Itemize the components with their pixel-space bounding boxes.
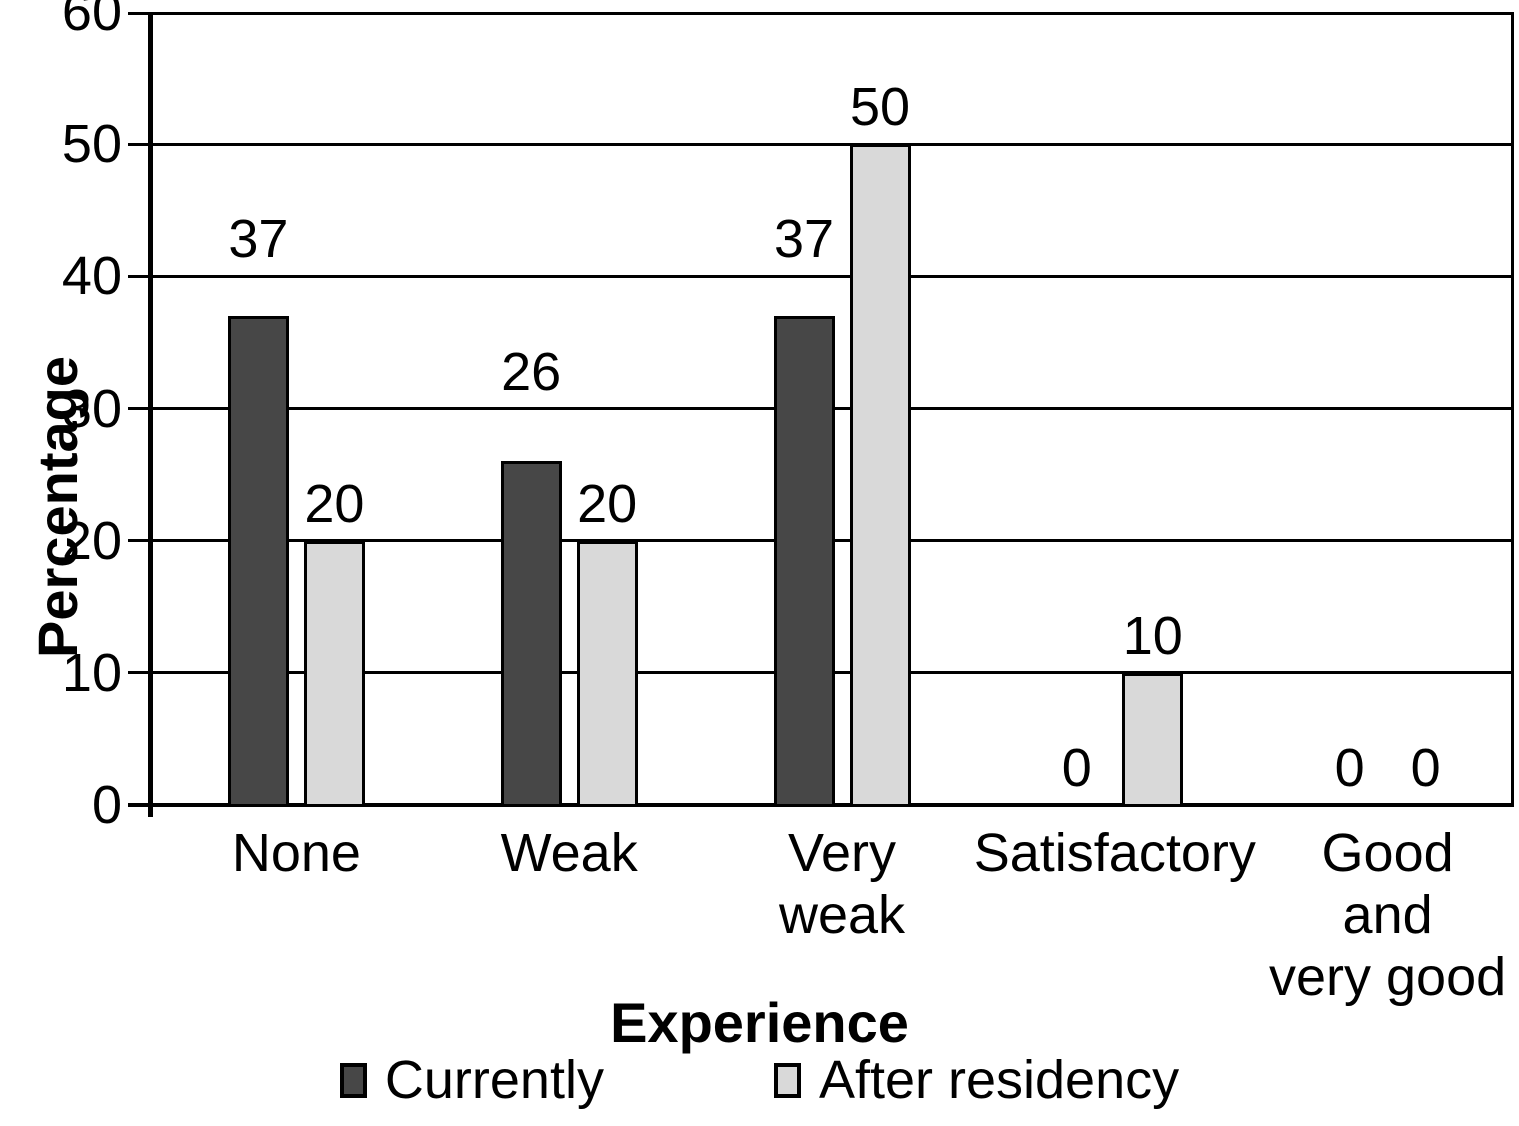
bar-currently-none [227,315,289,807]
legend-label-after-residency: After residency [818,1050,1180,1110]
y-axis-line [148,12,153,817]
y-tick-10 [128,671,150,675]
value-label-currently-very-weak: 37 [773,209,835,270]
bar-after-residency-weak [576,540,638,807]
value-label-currently-weak: 26 [501,341,562,402]
value-label-after-residency-none: 20 [304,473,365,534]
x-axis-title: Experience [610,991,909,1054]
value-label-currently-good-and-very-good: 0 [1334,738,1365,798]
category-label-none: None [231,823,361,883]
legend-item-after-residency: After residency [773,1050,1180,1110]
y-tick-50 [128,142,150,146]
plot-area: 37 26 37 0 0 20 20 50 10 0 [128,12,1514,817]
legend: Currently After residency [0,1050,1519,1110]
gridline-40 [150,274,1514,278]
bar-currently-weak [500,461,562,807]
value-label-after-residency-weak: 20 [577,473,638,534]
gridline-60 [150,12,1514,15]
gridline-50 [150,142,1514,146]
value-label-currently-none: 37 [228,209,289,270]
y-tick-0 [128,803,150,806]
value-label-after-residency-satisfactory: 10 [1122,605,1183,666]
bar-after-residency-satisfactory [1122,672,1184,807]
y-tick-label-40: 40 [61,246,122,307]
legend-swatch-after-residency [773,1062,801,1098]
bar-after-residency-none [303,540,365,807]
y-tick-30 [128,407,150,410]
legend-item-currently: Currently [339,1050,604,1110]
y-tick-20 [128,539,150,543]
y-tick-label-10: 10 [61,642,122,703]
legend-label-currently: Currently [384,1050,604,1110]
y-tick-60 [128,12,150,15]
category-label-good-and-very-good: Good and very good [1269,823,1507,1007]
value-label-after-residency-very-weak: 50 [849,77,911,138]
category-label-satisfactory: Satisfactory [973,823,1256,883]
y-tick-label-20: 20 [61,510,122,571]
y-tick-40 [128,274,150,278]
value-label-currently-satisfactory: 0 [1061,738,1092,798]
legend-swatch-currently [339,1062,367,1098]
y-tick-label-30: 30 [61,378,122,439]
y-tick-label-0: 0 [91,775,122,835]
value-label-after-residency-good-and-very-good: 0 [1410,738,1441,798]
y-tick-label-60: 60 [61,0,122,42]
bar-after-residency-very-weak [849,144,911,807]
y-tick-label-50: 50 [61,114,122,175]
category-label-weak: Weak [500,823,638,883]
bar-currently-very-weak [773,315,835,807]
category-label-very-weak: Very weak [778,823,906,945]
